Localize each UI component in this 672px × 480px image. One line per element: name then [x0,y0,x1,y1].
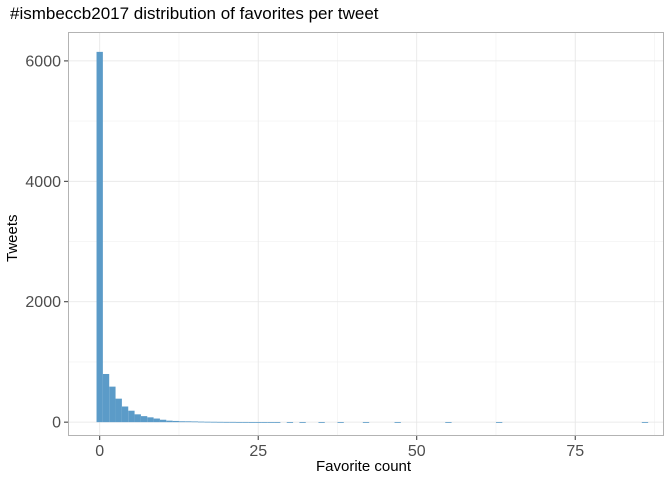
histogram-bar [217,421,224,423]
y-axis-title: Tweets [4,214,21,262]
histogram-bar [394,422,401,423]
histogram-bar [204,421,211,423]
histogram-bar [495,422,503,423]
y-tick-label: 2000 [25,294,61,311]
histogram-bar [178,421,186,423]
histogram-bar [197,421,205,423]
histogram-bar [96,51,103,423]
histogram-bar [267,422,275,423]
histogram-bar [299,422,306,423]
minor-gridlines [68,32,664,436]
histogram-bar [261,422,268,423]
histogram-bar [172,420,179,423]
x-tick-label: 75 [566,443,584,460]
histogram-bar [166,420,173,423]
x-tick-label: 0 [95,443,104,460]
histogram-bar [223,421,230,423]
x-axis-title: Favorite count [316,458,412,475]
y-axis-ticks: 0 2000 4000 6000 [25,53,68,432]
histogram-bar [115,398,122,423]
chart-title: #ismbeccb2017 distribution of favorites … [10,4,379,23]
histogram-bar [286,422,294,423]
histogram-bar [134,414,141,423]
histogram-bar [641,422,649,423]
x-axis-ticks: 0 25 50 75 [95,436,584,460]
x-tick-label: 25 [249,443,267,460]
histogram-bar [153,418,160,423]
histogram-bar [242,421,249,423]
y-tick-label: 4000 [25,174,61,191]
histogram-bar [185,421,192,423]
histogram-bar [102,373,110,423]
histogram-bar [140,416,148,423]
histogram-bar [274,422,281,423]
histogram-bar [128,410,135,423]
plot-border [68,32,664,436]
histogram-bar [337,422,344,423]
histogram-bar [109,386,116,423]
histogram-bar [248,422,256,423]
histogram-bar [121,406,129,423]
histogram-bar [236,421,243,423]
histogram-bar [362,422,370,423]
histogram-bar [318,422,325,423]
y-tick-label: 0 [52,415,61,432]
histogram-bar [445,422,452,423]
histogram-bar [159,419,167,423]
histogram-bars [96,51,649,423]
histogram-bar [229,421,237,423]
plot-panel [68,32,664,436]
y-tick-label: 6000 [25,53,61,70]
histogram-bar [255,422,262,423]
x-tick-label: 50 [408,443,426,460]
histogram-bar [147,417,154,423]
histogram-bar [210,421,217,423]
histogram-bar [191,421,198,423]
